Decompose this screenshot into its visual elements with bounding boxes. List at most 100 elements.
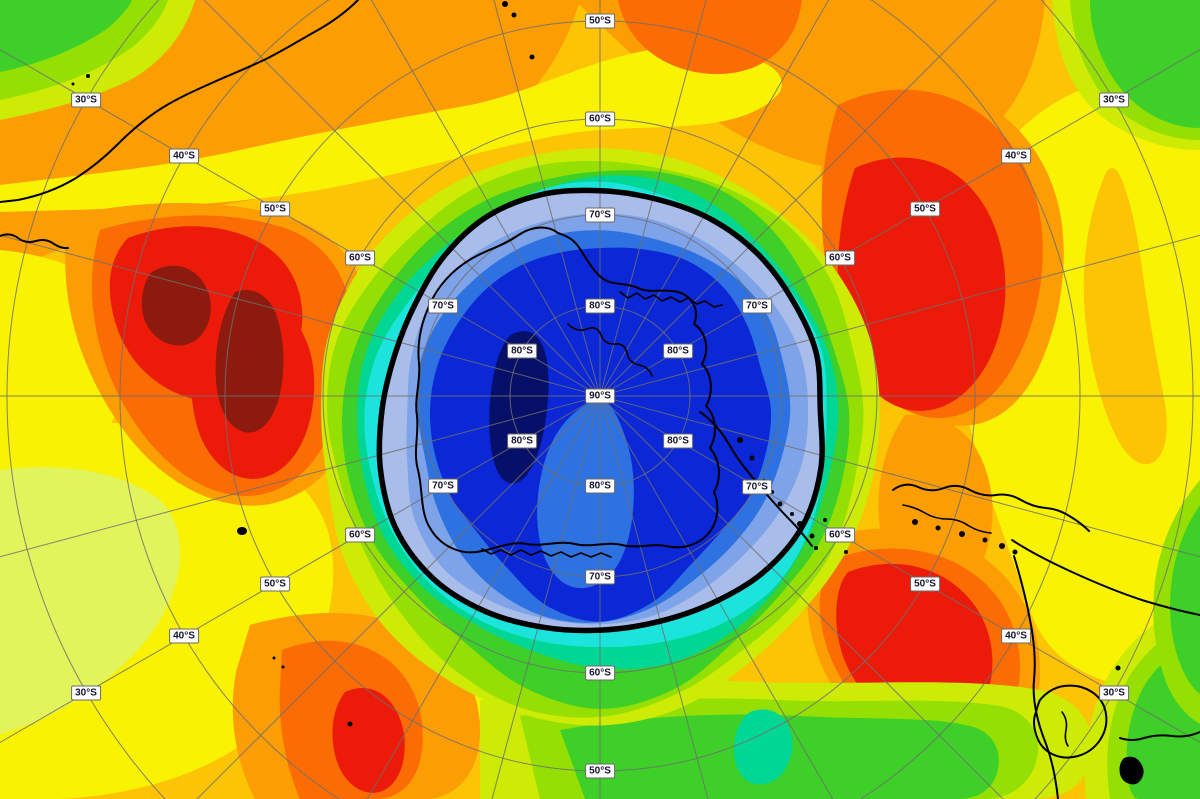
meridian-line — [196, 399, 597, 799]
graticule-label-9-80S: 80°S — [507, 343, 537, 359]
graticule-label-10-70S: 70°S — [428, 298, 458, 314]
graticule-label-26-30S: 30°S — [71, 685, 101, 701]
antarctica-coastline — [415, 226, 720, 554]
graticule-label-3-80S: 80°S — [585, 298, 615, 314]
right-edge-coast — [1119, 731, 1200, 741]
field-green-rightcolumn — [1170, 505, 1200, 694]
meridian-line — [601, 401, 709, 799]
field-maroon-core-2 — [215, 290, 284, 433]
graticule-label-15-80S: 80°S — [663, 343, 693, 359]
island-icon — [86, 74, 90, 78]
graticule-label-22-70S: 70°S — [428, 478, 458, 494]
graticule-label-31-40S: 40°S — [1001, 628, 1031, 644]
graticule-label-24-50S: 50°S — [260, 576, 290, 592]
falkland-islands-outline — [1033, 684, 1108, 759]
graticule-label-18-50S: 50°S — [910, 201, 940, 217]
field-red-bottomleft-small — [332, 688, 405, 793]
graticule-label-29-60S: 60°S — [825, 527, 855, 543]
field-lime-bottomleft — [0, 467, 181, 735]
graticule-label-14-30S: 30°S — [71, 92, 101, 108]
island-icon — [912, 519, 918, 525]
graticule-label-7-60S: 60°S — [585, 665, 615, 681]
island-icon — [71, 82, 75, 86]
island-icon — [935, 525, 941, 531]
meridian-line — [370, 0, 598, 392]
island-icon — [777, 501, 783, 507]
meridian-line — [603, 0, 997, 393]
antarctica-south-fjords — [481, 548, 612, 558]
island-icon — [737, 437, 743, 443]
graticule-label-19-40S: 40°S — [1001, 148, 1031, 164]
island-icon — [959, 531, 965, 537]
graticule-label-32-30S: 30°S — [1099, 685, 1129, 701]
island-icon — [1012, 549, 1018, 555]
meridian-line — [602, 0, 830, 392]
south-america-atlantic-coast — [1011, 539, 1200, 616]
island-icon — [999, 543, 1005, 549]
island-icon — [272, 656, 276, 660]
graticule-label-5-80S: 80°S — [585, 478, 615, 494]
island-icon — [809, 533, 815, 539]
falkland-inner-detail — [1061, 711, 1069, 747]
graticule-label-28-70S: 70°S — [742, 479, 772, 495]
graticule-label-16-70S: 70°S — [742, 298, 772, 314]
graticule-label-4-90S: 90°S — [585, 388, 615, 404]
graticule-label-8-50S: 50°S — [585, 763, 615, 779]
graticule-label-12-50S: 50°S — [260, 201, 290, 217]
island-icon — [1115, 665, 1121, 671]
island-icon — [281, 665, 285, 669]
field-green-topright-corner — [1090, 0, 1200, 128]
island-icon — [1119, 756, 1144, 785]
island-icon — [749, 455, 755, 461]
antarctica-northeast-fjords — [619, 291, 723, 308]
meridian-line — [0, 398, 596, 743]
field-green-topleft-corner — [0, 0, 132, 72]
graticule-label-27-80S: 80°S — [663, 433, 693, 449]
graticule-label-20-30S: 30°S — [1099, 92, 1129, 108]
graticule-label-0-50S: 50°S — [585, 13, 615, 29]
meridian-line — [0, 234, 595, 395]
graticule-label-13-40S: 40°S — [169, 148, 199, 164]
graticule-label-17-60S: 60°S — [825, 250, 855, 266]
island-icon — [347, 721, 353, 727]
field-teal-bottom-spot — [734, 709, 793, 785]
island-icon — [790, 512, 794, 516]
ozone-hole-boundary — [376, 187, 825, 634]
meridian-line — [604, 398, 1200, 743]
meridian-line — [604, 49, 1200, 394]
meridian-line — [366, 400, 598, 799]
antarctica-iceshelf-edge — [567, 323, 653, 377]
patagonia-inner-coast — [902, 504, 992, 534]
graticule-label-2-70S: 70°S — [585, 207, 615, 223]
meridian-line — [0, 397, 595, 558]
meridian-line — [603, 399, 1004, 799]
patagonia-fjord-coast — [892, 483, 1090, 532]
graticule-label-25-40S: 40°S — [169, 628, 199, 644]
graticule-label-1-60S: 60°S — [585, 111, 615, 127]
island-icon — [982, 537, 988, 543]
field-amber-rightstreak — [1083, 168, 1167, 465]
ozone-hole-boundary-layer — [376, 187, 825, 634]
graticule-label-11-60S: 60°S — [345, 250, 375, 266]
graticule-label-21-80S: 80°S — [507, 433, 537, 449]
meridian-line — [203, 0, 597, 393]
field-maroon-core-1 — [141, 265, 211, 346]
meridian-line — [493, 0, 599, 391]
meridian-line — [605, 397, 1200, 558]
island-icon — [823, 518, 827, 522]
island-icon — [529, 54, 535, 60]
australia-coastline — [0, 0, 359, 203]
patagonia-south-coast — [1013, 555, 1059, 799]
island-icon — [502, 1, 508, 7]
field-red-topright — [837, 157, 1006, 411]
meridian-line — [601, 0, 707, 391]
meridian-line — [605, 234, 1200, 395]
graticule-label-30-50S: 50°S — [910, 576, 940, 592]
island-icon — [844, 550, 848, 554]
field-yellow-topband — [0, 47, 782, 213]
island-icon — [237, 527, 247, 535]
